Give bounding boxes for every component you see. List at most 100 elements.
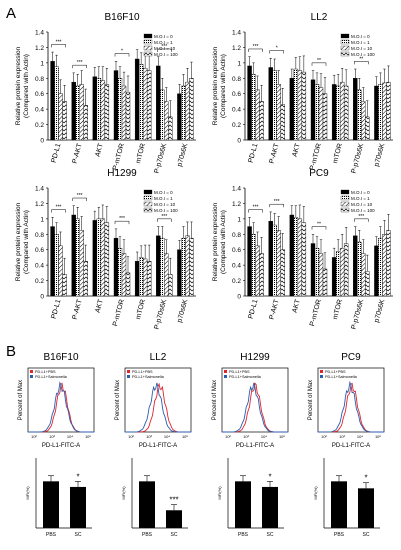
- legend-label: PD-L1+PBS: [325, 370, 346, 374]
- bar: [343, 85, 349, 141]
- x-tick-label: 10⁵: [375, 434, 381, 439]
- y-tick-label: 0.8: [232, 76, 241, 83]
- bar: [96, 218, 102, 297]
- y-tick-label: 1: [237, 60, 241, 67]
- category-label: PD-L1: [248, 143, 260, 164]
- bar: [54, 66, 59, 141]
- bar: [181, 237, 186, 297]
- bar: [117, 78, 123, 141]
- bar: [134, 261, 140, 297]
- chart-title: LL2: [311, 12, 328, 23]
- histogram-curve: [125, 382, 191, 433]
- significance-label: *: [268, 472, 271, 481]
- significance-label: ***: [161, 214, 167, 220]
- legend-swatch: [143, 201, 153, 207]
- legend-swatch: [340, 33, 350, 39]
- legend-label: PD-L1+PBS: [132, 370, 153, 374]
- plot-frame: [317, 367, 385, 433]
- chart-title: LL2: [150, 352, 167, 363]
- bar: [92, 76, 98, 141]
- legend-swatch: [340, 189, 350, 195]
- bar: [251, 74, 256, 141]
- x-tick-label: 10⁵: [279, 434, 285, 439]
- bar: [75, 85, 80, 141]
- y-tick-label: 0: [237, 294, 241, 301]
- bar: [301, 71, 307, 141]
- y-tick-label: 0.6: [232, 91, 241, 98]
- x-axis-label: PD-L1-FITC-A: [332, 443, 370, 449]
- bar: [259, 101, 264, 141]
- chart-title: PC9: [341, 352, 361, 363]
- y-axis-label: Relative protein expression: [212, 46, 219, 125]
- significance-label: ***: [169, 496, 178, 505]
- bar: [134, 58, 140, 141]
- y-tick-label: 0.2: [35, 122, 44, 129]
- bar: [301, 222, 307, 297]
- bar-chart-h1299: H1299 0 0.2 0.4 0.6 0.8 1 1.2 1.4 Relative protei…: [15, 168, 196, 330]
- legend-swatch: [340, 51, 350, 57]
- y-tick-label: 0.4: [35, 263, 44, 270]
- bar: [70, 486, 86, 528]
- bar: [100, 218, 106, 297]
- legend-label: M.O.I = 0: [351, 34, 370, 39]
- chart-title: PC9: [309, 168, 329, 179]
- bar: [156, 65, 161, 141]
- bar: [164, 101, 169, 141]
- bar: [331, 84, 337, 141]
- y-tick-label: 1.4: [35, 30, 44, 37]
- category-label: AKT: [95, 142, 105, 158]
- legend-label: M.O.I = 1: [351, 40, 370, 45]
- category-label: P-p70s6K: [153, 298, 168, 330]
- bar: [139, 481, 155, 528]
- significance-bracket: [248, 209, 263, 213]
- bar: [374, 85, 379, 141]
- bar: [361, 101, 366, 141]
- bar: [58, 93, 63, 141]
- y-tick-label: 0.4: [35, 107, 44, 114]
- x-tick-label: 10³: [49, 434, 55, 439]
- category-label: P-mTOR: [112, 299, 126, 327]
- category-label: mTOR: [135, 143, 147, 165]
- y-tick-label: 1: [40, 216, 44, 223]
- y-axis-label: MFI(%): [25, 486, 30, 500]
- significance-label: ***: [161, 44, 167, 50]
- bar: [331, 481, 347, 528]
- bar: [378, 237, 383, 297]
- x-tick-label: 10³: [243, 434, 249, 439]
- bar: [310, 79, 316, 141]
- significance-label: ***: [56, 39, 62, 45]
- panel-label-a: A: [6, 5, 16, 22]
- legend-swatch: [340, 45, 350, 51]
- x-tick-label: 10⁵: [182, 434, 188, 439]
- bar: [272, 224, 277, 297]
- category-label: PBS: [142, 532, 153, 538]
- bar: [156, 235, 161, 297]
- legend-swatch: [127, 375, 130, 378]
- bar: [386, 230, 391, 297]
- bar: [322, 268, 328, 297]
- legend-swatch: [143, 39, 153, 45]
- significance-bracket: [269, 50, 284, 54]
- bar: [235, 481, 251, 528]
- bar: [272, 70, 277, 141]
- bar: [50, 226, 55, 297]
- bar: [357, 89, 362, 141]
- bar: [293, 217, 299, 297]
- significance-bracket: [354, 218, 369, 222]
- bar: [314, 247, 320, 297]
- category-label: AKT: [95, 298, 105, 314]
- bar: [177, 249, 182, 297]
- significance-bracket: [114, 220, 130, 225]
- bar: [339, 247, 345, 297]
- y-axis-label: Percent of Max: [18, 380, 24, 420]
- category-label: PBS: [334, 532, 345, 538]
- bar: [142, 258, 148, 297]
- bar: [276, 230, 281, 297]
- bar: [104, 222, 110, 297]
- category-label: SC: [75, 532, 82, 538]
- bar: [166, 510, 182, 528]
- bar: [361, 253, 366, 297]
- legend-label: M.O.I = 0: [154, 190, 173, 195]
- significance-bracket: [311, 62, 327, 66]
- plot-frame: [27, 367, 95, 433]
